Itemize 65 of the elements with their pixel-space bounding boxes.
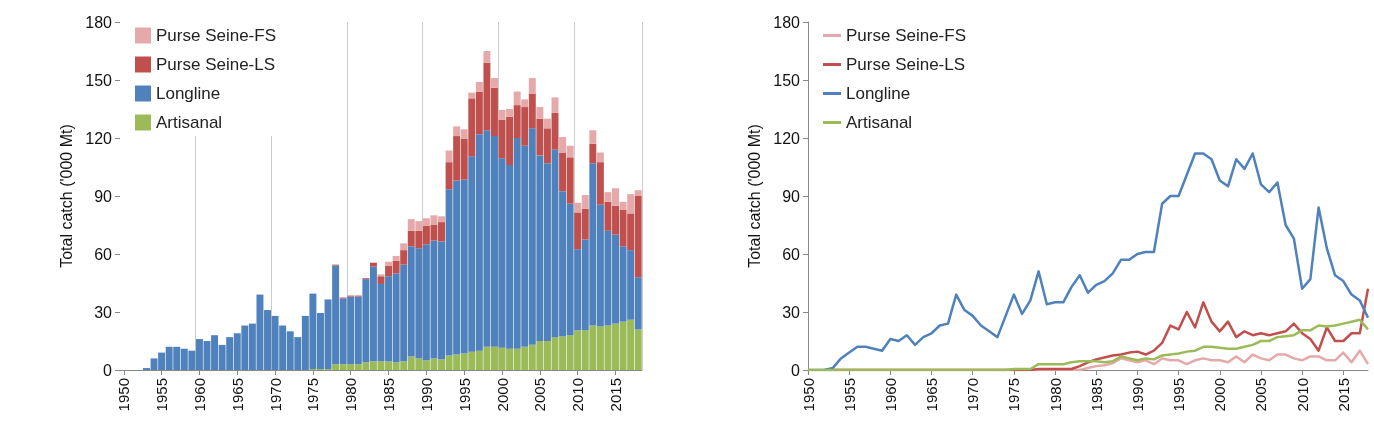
legend-label: Artisanal xyxy=(156,113,223,132)
x-tick-label: 1955 xyxy=(840,378,858,412)
bar xyxy=(385,261,393,266)
x-tick-label: 2010 xyxy=(1293,378,1311,412)
x-tick-label: 1995 xyxy=(455,378,473,412)
x-tick-label: 2000 xyxy=(1211,378,1229,412)
x-tick-label: 1980 xyxy=(1046,378,1064,412)
x-tick-label: 1960 xyxy=(881,378,899,412)
x-tick-label: 1950 xyxy=(799,378,817,412)
bar xyxy=(400,243,408,251)
y-tick-label: 60 xyxy=(94,245,113,263)
legend-label: Longline xyxy=(156,84,221,103)
y-tick-label: 90 xyxy=(94,187,113,205)
legend-label: Purse Seine-FS xyxy=(156,26,276,45)
x-tick-label: 1990 xyxy=(1128,378,1146,412)
x-tick-label: 2005 xyxy=(531,378,549,412)
bar xyxy=(491,78,498,88)
x-tick-label: 2005 xyxy=(1252,378,1270,412)
x-tick-label: 1975 xyxy=(304,378,322,412)
x-tick-label: 1985 xyxy=(1087,378,1105,412)
x-tick-label: 2015 xyxy=(607,378,625,412)
legend-label: Purse Seine-LS xyxy=(156,55,276,74)
bar xyxy=(392,255,400,261)
bar xyxy=(369,262,377,267)
y-tick-label: 180 xyxy=(773,13,801,31)
bar xyxy=(596,152,604,163)
legend-label: Longline xyxy=(846,84,911,103)
bar xyxy=(589,130,597,144)
y-tick-label: 90 xyxy=(782,187,801,205)
y-tick-label: 30 xyxy=(94,303,113,321)
x-tick-label: 1955 xyxy=(153,378,171,412)
y-tick-label: 150 xyxy=(85,71,113,89)
bar xyxy=(543,118,551,129)
y-tick-label: 60 xyxy=(782,245,801,263)
bar xyxy=(536,107,544,119)
x-tick-label: 2000 xyxy=(493,378,511,412)
y-tick-label: 120 xyxy=(85,129,113,147)
x-tick-label: 1975 xyxy=(1005,378,1023,412)
legend-label: Purse Seine-FS xyxy=(846,26,966,45)
x-tick-label: 1965 xyxy=(923,378,941,412)
bar xyxy=(475,81,483,92)
x-tick-label: 1965 xyxy=(228,378,246,412)
x-tick-label: 1970 xyxy=(964,378,982,412)
bar xyxy=(445,150,453,163)
y-axis-title: Total catch ('000 Mt) xyxy=(57,124,75,268)
bar xyxy=(528,78,536,94)
y-tick-label: 0 xyxy=(103,361,113,379)
x-tick-label: 1980 xyxy=(342,378,360,412)
y-tick-label: 0 xyxy=(791,361,801,379)
y-tick-label: 30 xyxy=(782,303,801,321)
legend-label: Purse Seine-LS xyxy=(846,55,966,74)
x-tick-label: 2010 xyxy=(569,378,587,412)
x-tick-label: 1960 xyxy=(190,378,208,412)
x-tick-label: 1950 xyxy=(115,378,133,412)
bar xyxy=(483,51,491,63)
x-tick-label: 1995 xyxy=(1170,378,1188,412)
y-tick-label: 120 xyxy=(773,129,801,147)
legend-label: Artisanal xyxy=(846,113,913,132)
y-tick-label: 180 xyxy=(85,13,113,31)
x-tick-label: 2015 xyxy=(1334,378,1352,412)
x-tick-label: 1970 xyxy=(266,378,284,412)
y-axis-title: Total catch ('000 Mt) xyxy=(745,124,763,268)
x-tick-label: 1985 xyxy=(380,378,398,412)
x-tick-label: 1990 xyxy=(417,378,435,412)
y-tick-label: 150 xyxy=(773,71,801,89)
